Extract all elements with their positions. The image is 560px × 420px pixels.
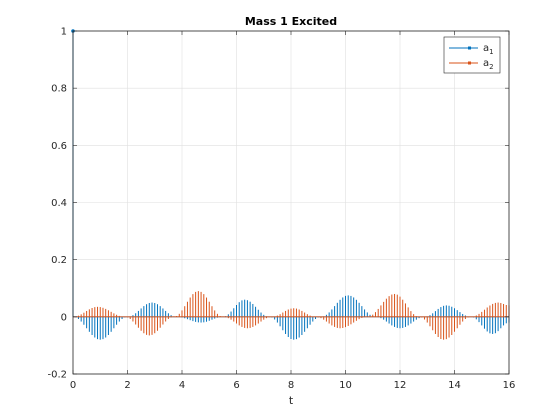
legend: a1 a2 (443, 36, 501, 74)
series-a2 (73, 291, 510, 340)
x-tick-label: 10 (339, 380, 352, 391)
series-layer (71, 29, 510, 340)
y-tick-label: 0.8 (51, 84, 67, 95)
y-tick-label: 0 (61, 312, 67, 323)
chart-title: Mass 1 Excited (245, 15, 337, 28)
y-tick-label: 0.4 (51, 198, 67, 209)
x-tick-label: 14 (448, 380, 461, 391)
x-axis-label: t (289, 394, 294, 407)
x-tick-label: 12 (394, 380, 407, 391)
x-tick-label: 0 (70, 380, 76, 391)
legend-label-a2: a2 (483, 58, 494, 71)
x-tick-label: 4 (179, 380, 185, 391)
legend-entry-a2: a2 (449, 58, 494, 71)
legend-label-a1-sub: 1 (489, 48, 493, 56)
x-tick-label: 2 (124, 380, 130, 391)
y-tick-label: -0.2 (47, 370, 67, 381)
legend-entry-a1: a1 (449, 43, 494, 56)
ticks: 0 2 4 6 8 10 12 14 16-0.200.20.40.60.81 (47, 27, 515, 392)
legend-box (443, 36, 501, 74)
legend-marker-a1 (468, 46, 471, 50)
legend-label-a2-base: a (483, 58, 489, 69)
legend-label-a2-sub: 2 (489, 63, 493, 71)
legend-marker-a2 (468, 61, 471, 65)
x-tick-label: 16 (503, 380, 516, 391)
y-tick-label: 0.2 (51, 255, 67, 266)
x-tick-label: 6 (233, 380, 239, 391)
x-tick-label: 8 (288, 380, 294, 391)
y-tick-label: 1 (61, 27, 67, 38)
y-tick-label: 0.6 (51, 141, 67, 152)
legend-label-a1: a1 (483, 43, 494, 56)
legend-label-a1-base: a (483, 43, 489, 54)
